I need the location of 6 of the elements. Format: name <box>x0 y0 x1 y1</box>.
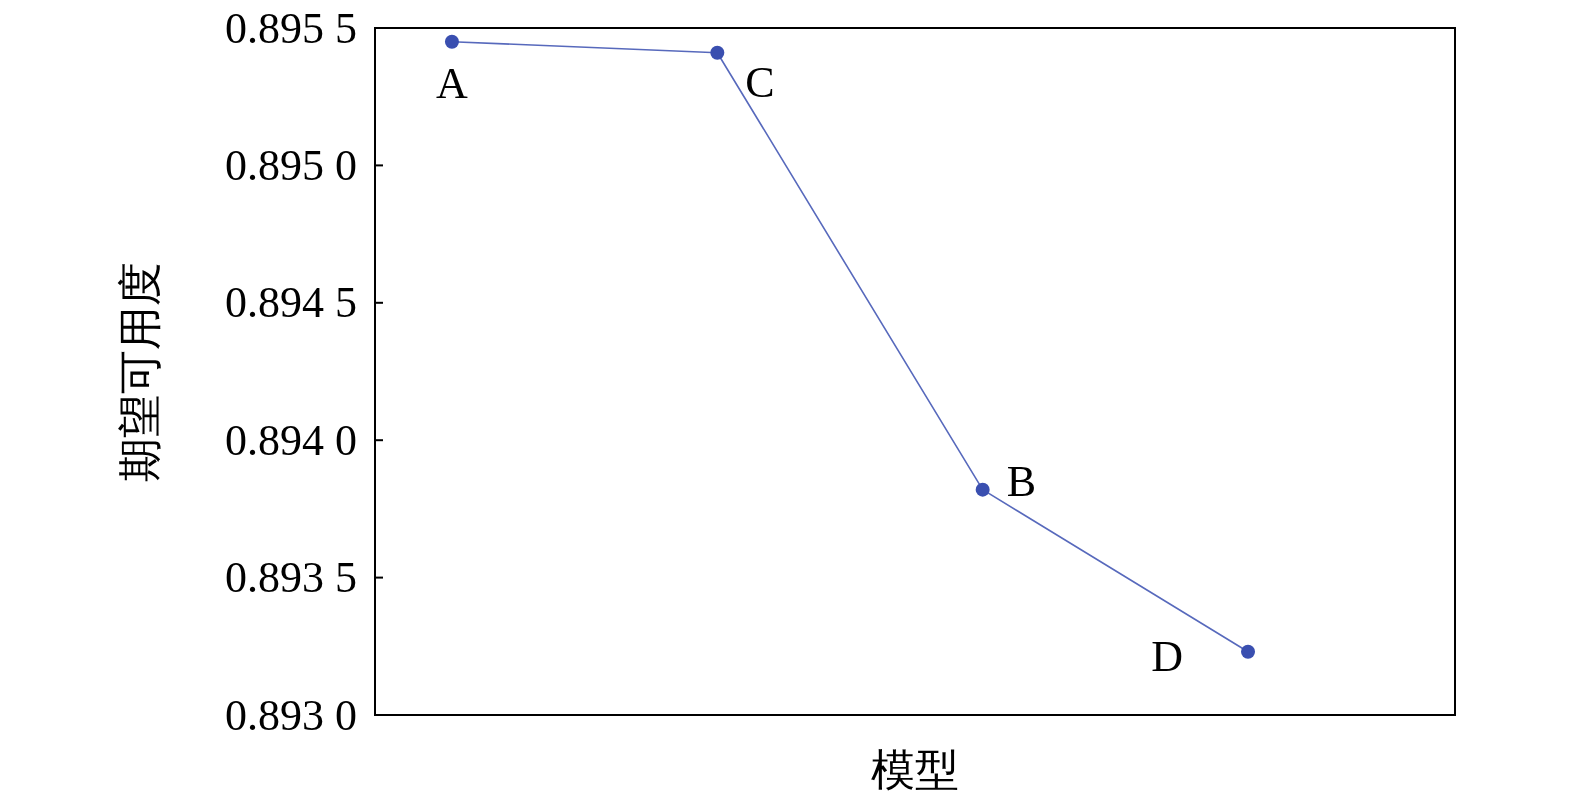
annotation: C <box>745 58 775 108</box>
xlabel: 模型 <box>871 746 959 795</box>
annotation: B <box>1006 457 1037 507</box>
ylabel: 期望可用度 <box>116 261 165 482</box>
annotation: A <box>436 59 468 109</box>
annotation: D <box>1151 632 1183 682</box>
